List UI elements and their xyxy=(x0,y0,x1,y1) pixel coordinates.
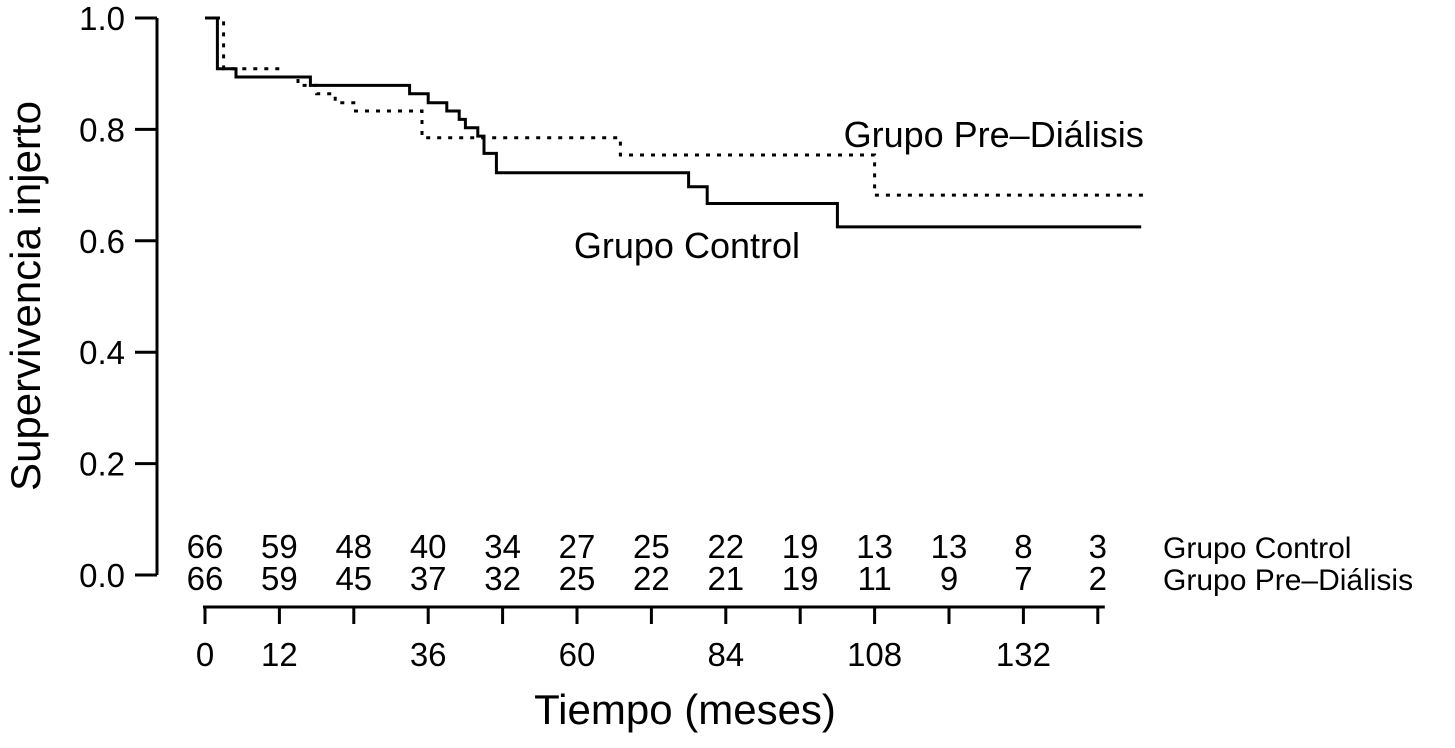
at-risk-count: 66 xyxy=(187,560,224,597)
x-tick-label: 84 xyxy=(707,636,744,673)
y-tick-label: 0.2 xyxy=(79,446,125,483)
at-risk-count: 8 xyxy=(1014,528,1032,565)
x-tick-label: 132 xyxy=(996,636,1051,673)
y-tick-label: 0.0 xyxy=(79,557,125,594)
at-risk-count: 32 xyxy=(484,560,521,597)
at-risk-row-label: Grupo Control xyxy=(1163,532,1351,565)
survival-curve-solid xyxy=(205,16,1142,229)
survival-curves xyxy=(205,16,1148,229)
survival-curve-dotted xyxy=(205,16,1148,197)
at-risk-count: 7 xyxy=(1014,560,1032,597)
at-risk-count: 25 xyxy=(559,560,596,597)
at-risk-count: 2 xyxy=(1089,560,1107,597)
at-risk-count: 3 xyxy=(1089,528,1107,565)
at-risk-count: 59 xyxy=(261,560,298,597)
at-risk-count: 45 xyxy=(335,560,372,597)
at-risk-count: 40 xyxy=(410,528,447,565)
curve-labels: Grupo Pre–Diálisis Grupo Control xyxy=(574,114,1144,266)
at-risk-count: 19 xyxy=(782,560,819,597)
curve-label: Grupo Control xyxy=(574,225,800,266)
at-risk-count: 59 xyxy=(261,528,298,565)
at-risk-count: 13 xyxy=(856,528,893,565)
curve-label: Grupo Pre–Diálisis xyxy=(844,114,1144,155)
at-risk-count: 19 xyxy=(782,528,819,565)
x-tick-label: 60 xyxy=(559,636,596,673)
x-axis: 0 12 36 60 84 108 132 xyxy=(196,605,1105,673)
at-risk-count: 37 xyxy=(410,560,447,597)
y-tick-label: 0.6 xyxy=(79,223,125,260)
at-risk-count: 21 xyxy=(707,560,744,597)
x-axis-title: Tiempo (meses) xyxy=(534,686,836,733)
y-tick-label: 0.8 xyxy=(79,111,125,148)
at-risk-count: 27 xyxy=(559,528,596,565)
at-risk-count: 11 xyxy=(857,560,891,597)
at-risk-count: 22 xyxy=(633,560,670,597)
x-tick-label: 0 xyxy=(196,636,214,673)
at-risk-count: 66 xyxy=(187,528,224,565)
x-tick-label: 108 xyxy=(847,636,902,673)
x-tick-label: 36 xyxy=(410,636,447,673)
at-risk-count: 48 xyxy=(335,528,372,565)
at-risk-count: 25 xyxy=(633,528,670,565)
y-tick-label: 0.4 xyxy=(79,334,125,371)
at-risk-count: 22 xyxy=(707,528,744,565)
y-tick-label: 1.0 xyxy=(79,0,125,37)
at-risk-count: 9 xyxy=(940,560,958,597)
at-risk-count: 34 xyxy=(484,528,521,565)
at-risk-row-label: Grupo Pre–Diálisis xyxy=(1163,564,1413,597)
x-tick-label: 12 xyxy=(261,636,298,673)
y-axis: 0.0 0.2 0.4 0.6 0.8 1.0 xyxy=(79,0,159,594)
at-risk-count: 13 xyxy=(931,528,968,565)
y-axis-title: Supervivencia injerto xyxy=(2,101,49,491)
